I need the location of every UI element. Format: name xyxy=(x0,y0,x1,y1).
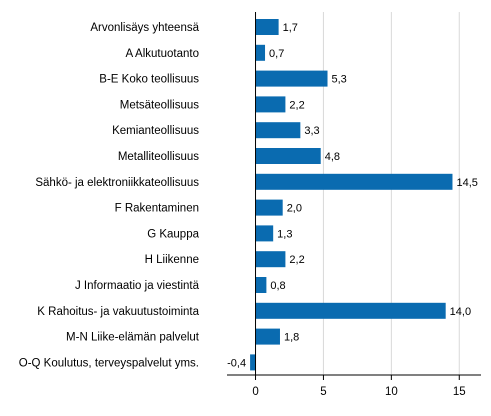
bar xyxy=(255,148,321,164)
bar xyxy=(255,44,266,61)
data-label: 14,0 xyxy=(450,306,471,318)
bar xyxy=(255,122,301,139)
data-label: 0,7 xyxy=(269,48,284,60)
bar xyxy=(255,302,446,319)
bar xyxy=(255,19,279,35)
data-label: 5,3 xyxy=(332,74,347,86)
bar xyxy=(255,225,274,242)
category-label: Metalliteollisuus xyxy=(118,151,199,163)
gridlines xyxy=(322,12,460,375)
data-label: 14,5 xyxy=(456,177,477,189)
category-label: Arvonlisäys yhteensä xyxy=(90,22,199,34)
x-axis: 0 5 10 15 xyxy=(227,12,481,398)
category-label: F Rakentaminen xyxy=(115,203,199,215)
data-labels: 1,7 0,7 5,3 2,2 3,3 4,8 14,5 2,0 1,3 2,2 0,8 14,0 1,… xyxy=(227,22,478,369)
x-tick-label: 0 xyxy=(252,386,258,398)
x-tick-label: 10 xyxy=(385,386,398,398)
category-label: G Kauppa xyxy=(147,228,199,240)
data-label: 2,0 xyxy=(287,203,302,215)
bar xyxy=(255,173,453,190)
data-label: 0,8 xyxy=(270,280,285,292)
category-label: Kemianteollisuus xyxy=(112,125,199,137)
bar xyxy=(255,277,267,293)
data-label: 2,2 xyxy=(289,99,304,111)
bar xyxy=(255,328,280,345)
category-label: M-N Liike-elämän palvelut xyxy=(66,332,200,344)
x-tick-label: 15 xyxy=(453,386,466,398)
bars xyxy=(250,19,453,371)
bar xyxy=(255,70,328,87)
data-label: 2,2 xyxy=(289,254,304,266)
category-label: K Rahoitus- ja vakuutustoiminta xyxy=(37,306,199,318)
category-label: H Liikenne xyxy=(145,254,199,266)
category-label: J Informaatio ja viestintä xyxy=(75,280,200,292)
data-label: 4,8 xyxy=(325,151,340,163)
category-label: Sähkö- ja elektroniikkateollisuus xyxy=(35,177,199,189)
category-labels: Arvonlisäys yhteensä A Alkutuotanto B-E Ko… xyxy=(19,22,200,369)
category-label: O-Q Koulutus, terveyspalvelut yms. xyxy=(19,357,199,369)
data-label: 1,8 xyxy=(284,332,299,344)
category-label: B-E Koko teollisuus xyxy=(99,74,199,86)
x-tick-label: 5 xyxy=(320,386,326,398)
data-label: -0,4 xyxy=(227,357,246,369)
bar xyxy=(255,199,283,216)
bar xyxy=(255,251,286,268)
category-label: Metsäteollisuus xyxy=(120,99,200,111)
data-label: 1,3 xyxy=(277,228,292,240)
bar xyxy=(255,96,286,113)
bar xyxy=(250,354,256,371)
category-label: A Alkutuotanto xyxy=(125,48,199,60)
data-label: 1,7 xyxy=(283,22,298,34)
data-label: 3,3 xyxy=(304,125,319,137)
